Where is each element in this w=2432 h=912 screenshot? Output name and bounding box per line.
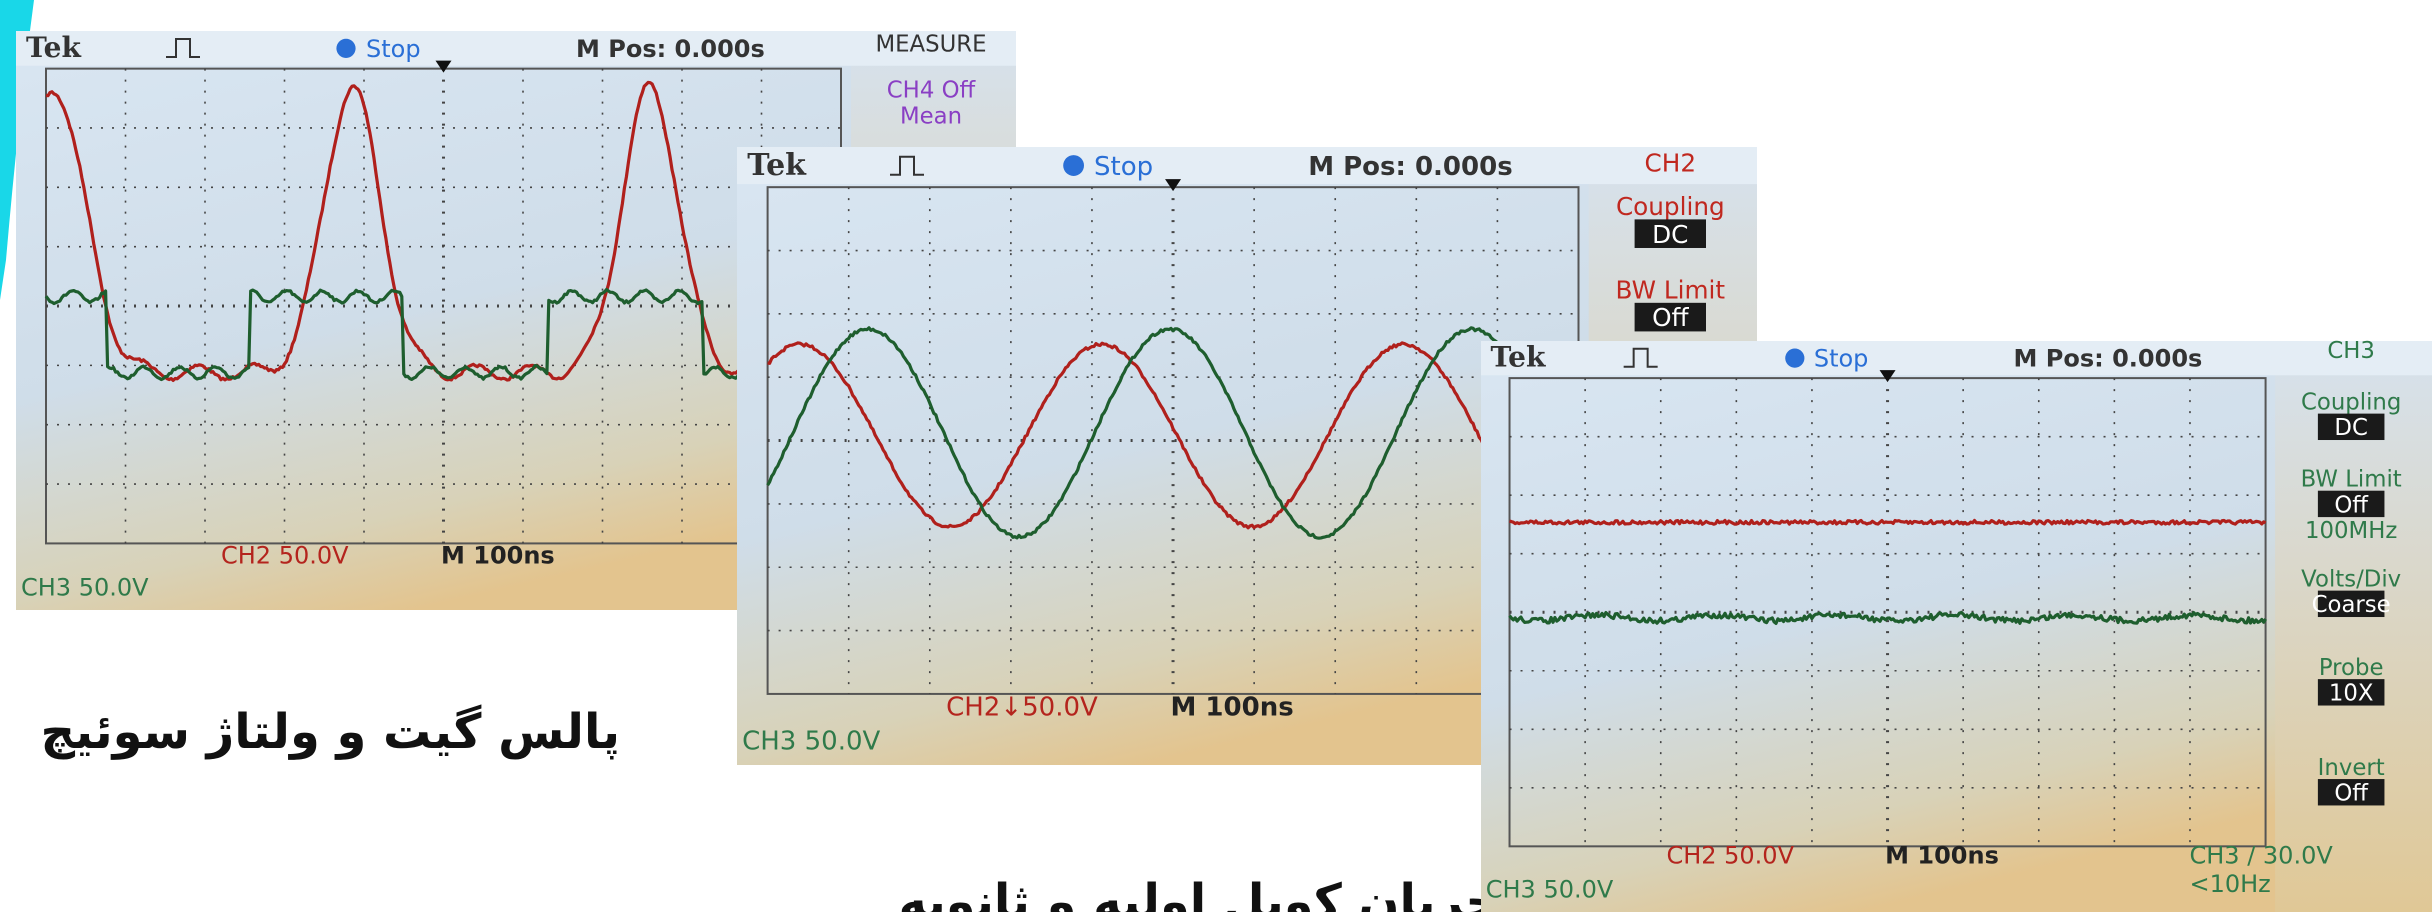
menu-label: Coarse <box>2312 592 2391 618</box>
brand-label: Tek <box>26 31 81 64</box>
caption: پالس گیت و ولتاژ سوئیچ <box>40 704 620 760</box>
position-label: M Pos: 0.000s <box>2014 345 2203 373</box>
status-label: Stop <box>366 35 421 63</box>
brand-label: Tek <box>747 148 807 183</box>
status-readout: CH3 50.0V <box>21 574 149 602</box>
menu-label: Coupling <box>1616 192 1725 221</box>
status-readout: CH2↓50.0V <box>946 693 1098 723</box>
menu-label: CH2 <box>1645 149 1697 178</box>
caption: جریان کویل اولیه و ثانویه <box>899 874 1500 912</box>
status-readout: M 100ns <box>1885 841 1999 869</box>
position-label: M Pos: 0.000s <box>576 35 765 63</box>
menu-label: 10X <box>2329 681 2374 707</box>
header-bar <box>1481 341 2432 375</box>
menu-label: BW Limit <box>1616 275 1726 304</box>
status-readout: <10Hz <box>2189 870 2270 898</box>
menu-label: Off <box>1652 303 1689 332</box>
menu-label: Off <box>2334 781 2369 807</box>
header-bar <box>16 31 1016 66</box>
status-readout: CH3 ∕ 30.0V <box>2189 841 2333 869</box>
menu-label: MEASURE <box>875 31 986 57</box>
status-readout: CH2 50.0V <box>221 542 349 570</box>
status-readout: CH3 50.0V <box>742 727 880 757</box>
status-readout: M 100ns <box>1171 693 1294 723</box>
run-indicator <box>336 39 355 58</box>
menu-label: BW Limit <box>2301 467 2402 493</box>
run-indicator <box>1063 155 1084 176</box>
status-readout: CH3 50.0V <box>1486 876 1614 904</box>
menu-label: DC <box>2334 415 2367 441</box>
brand-label: Tek <box>1491 341 1546 374</box>
menu-label: CH4 Off <box>887 78 977 104</box>
status-readout: M 100ns <box>441 542 555 570</box>
menu-label: Mean <box>900 104 962 130</box>
menu-label: Volts/Div <box>2301 567 2401 593</box>
status-label: Stop <box>1094 152 1153 182</box>
status-label: Stop <box>1814 345 1869 373</box>
slide: Tek Stop M Pos: 0.000s MEASURE CH4 OffMean CH… <box>0 0 2432 912</box>
menu-label: Off <box>2334 492 2369 518</box>
menu-label: CH3 <box>2327 338 2375 364</box>
menu-label: DC <box>1652 220 1688 249</box>
header-bar <box>737 147 1757 184</box>
position-label: M Pos: 0.000s <box>1308 152 1512 182</box>
menu-label: Coupling <box>2301 390 2401 416</box>
menu-label: Invert <box>2318 755 2385 781</box>
status-readout: CH2 50.0V <box>1666 841 1794 869</box>
run-indicator <box>1785 349 1804 368</box>
menu-label: 100MHz <box>2305 518 2397 544</box>
menu-label: Probe <box>2319 655 2384 681</box>
